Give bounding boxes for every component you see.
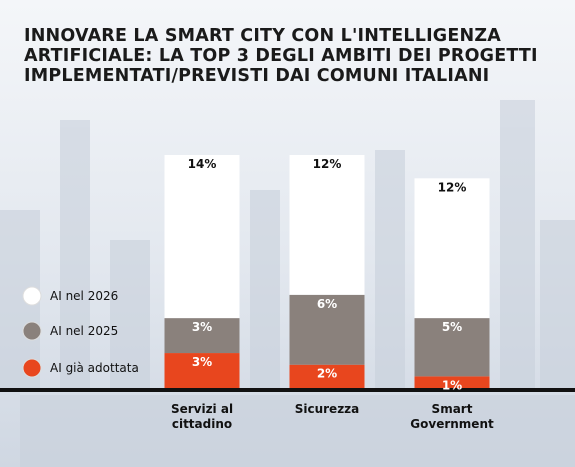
legend-label: AI nel 2026: [50, 289, 118, 303]
background-city: [0, 100, 575, 467]
bar-segment: [289, 155, 365, 295]
bar-segment: [414, 376, 490, 388]
value-label: 6%: [317, 297, 337, 311]
x-tick-label: Smart Government: [410, 402, 494, 431]
value-label: 1%: [442, 378, 462, 392]
bar-segment: [289, 364, 365, 388]
bar-segment: [414, 318, 490, 377]
bar-segment: [414, 178, 490, 319]
legend-label: AI già adottata: [50, 361, 139, 375]
value-label: 12%: [438, 180, 467, 194]
chart-title: INNOVARE LA SMART CITY CON L'INTELLIGENZ…: [24, 26, 538, 86]
legend-marker: [22, 321, 42, 341]
value-label: 5%: [442, 320, 462, 334]
legend-label: AI nel 2025: [50, 324, 118, 338]
legend-marker: [22, 286, 42, 306]
bar-segment: [164, 353, 240, 388]
bar-segment: [289, 294, 365, 365]
value-label: 14%: [188, 157, 217, 171]
bar-segment: [164, 318, 240, 354]
x-tick-label: Sicurezza: [294, 402, 360, 416]
bar-segment: [164, 155, 240, 319]
x-tick-label: Servizi al cittadino: [170, 402, 234, 431]
value-label: 3%: [192, 355, 212, 369]
value-label: 3%: [192, 320, 212, 334]
value-label: 12%: [313, 157, 342, 171]
value-label: 2%: [317, 367, 337, 381]
legend-marker: [22, 358, 42, 378]
